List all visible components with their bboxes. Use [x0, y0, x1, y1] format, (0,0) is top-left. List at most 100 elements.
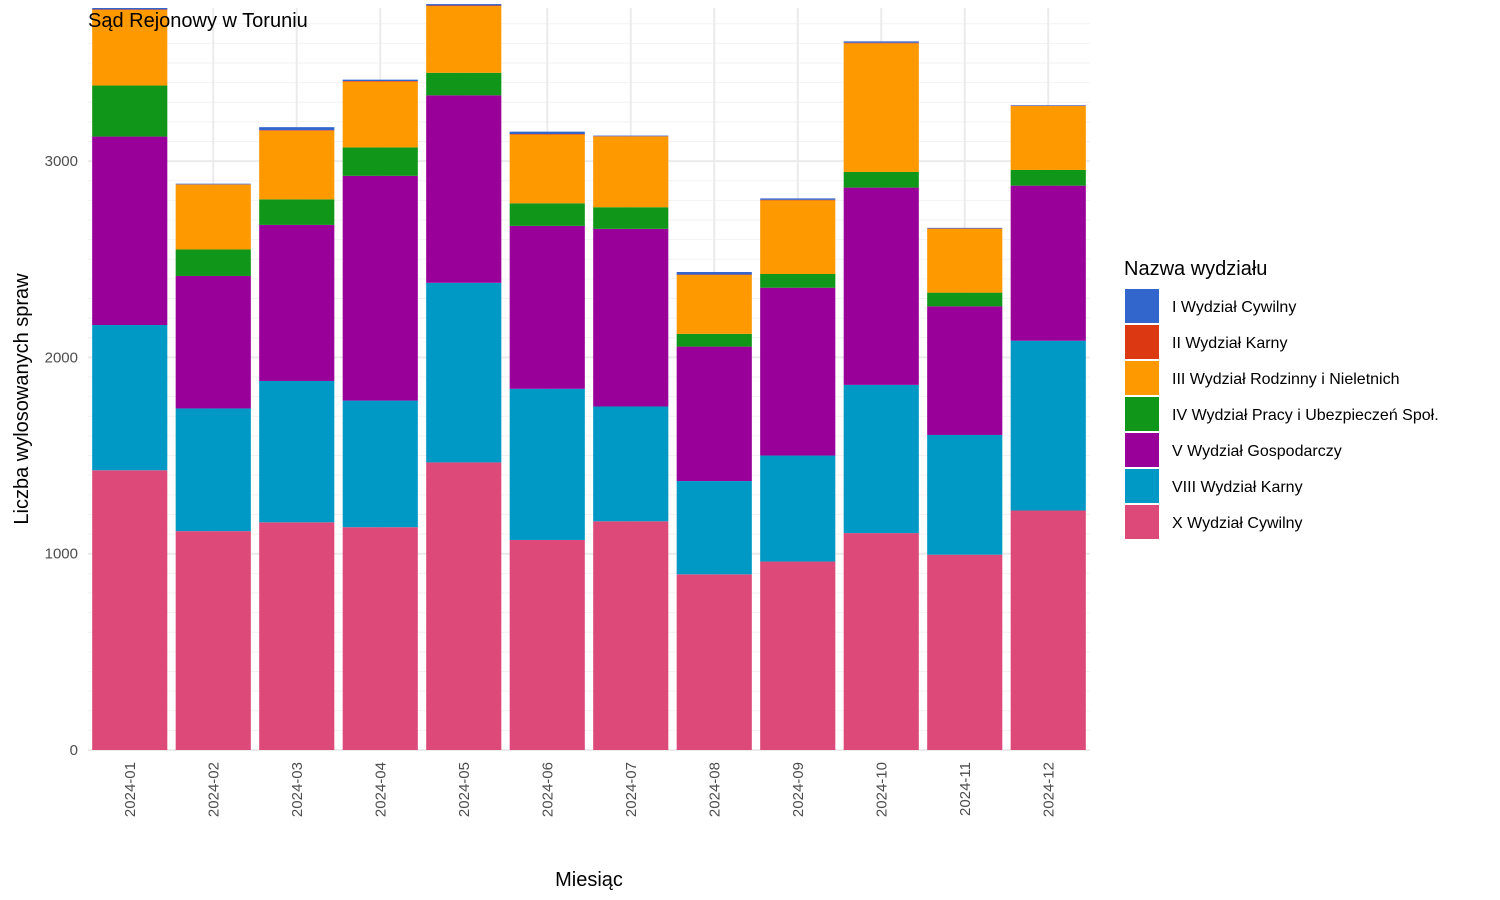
bar-segment	[509, 203, 585, 226]
legend-key	[1125, 433, 1159, 467]
bar-segment	[593, 136, 669, 208]
bar-segment	[259, 522, 335, 750]
bar-segment	[927, 434, 1003, 555]
bar-segment	[676, 481, 752, 575]
bar-segment	[175, 531, 251, 750]
bar-segment	[1010, 340, 1086, 511]
bar-segment	[259, 380, 335, 523]
bar-segment	[426, 5, 502, 7]
bar-segment	[1010, 169, 1086, 186]
bar-segment	[259, 130, 335, 200]
legend: Nazwa wydziału I Wydział Cywilny II Wydzi…	[1124, 258, 1439, 539]
legend-label: III Wydział Rodzinny i Nieletnich	[1172, 371, 1400, 388]
legend-title: Nazwa wydziału	[1124, 258, 1267, 280]
x-tick-label: 2024-07	[623, 762, 640, 817]
bar-segment	[509, 539, 585, 750]
bar-segment	[927, 554, 1003, 750]
bar-segment	[342, 81, 418, 82]
legend-key	[1125, 397, 1159, 431]
x-axis-title: Miesiąc	[555, 869, 623, 891]
bar-segment	[1010, 185, 1086, 341]
legend-key	[1125, 361, 1159, 395]
bar-segment	[760, 287, 836, 456]
bar-segment	[426, 72, 502, 96]
x-tick-label: 2024-03	[289, 762, 306, 817]
bar-segment	[760, 561, 836, 750]
bar-segment	[509, 134, 585, 204]
x-tick-label: 2024-01	[122, 762, 139, 817]
bar-segment	[509, 134, 585, 135]
x-axis-ticks: 2024-01 2024-02 2024-03 2024-04 2024-05 2024-…	[122, 762, 1058, 817]
bar-segment	[175, 408, 251, 532]
y-tick-label: 0	[70, 742, 78, 759]
bar-segment	[676, 574, 752, 750]
y-tick-label: 2000	[45, 349, 78, 366]
x-tick-label: 2024-06	[539, 762, 556, 817]
legend-label: II Wydział Karny	[1172, 335, 1287, 352]
bar-segment	[676, 274, 752, 334]
bar-segment	[509, 131, 585, 135]
bar-segment	[593, 228, 669, 407]
bars	[92, 4, 1086, 750]
bar-segment	[927, 306, 1003, 435]
bar-segment	[843, 384, 919, 534]
bar-segment	[1010, 105, 1086, 106]
legend-label: X Wydział Cywilny	[1172, 515, 1303, 532]
bar-segment	[342, 79, 418, 82]
bar-segment	[760, 200, 836, 274]
legend-key	[1125, 469, 1159, 503]
bar-segment	[1010, 106, 1086, 170]
bar-segment	[426, 462, 502, 750]
x-tick-label: 2024-05	[456, 762, 473, 817]
bar-segment	[593, 406, 669, 522]
bar-segment	[342, 527, 418, 750]
bar-segment	[259, 199, 335, 225]
bar-segment	[92, 325, 168, 471]
x-tick-label: 2024-10	[873, 762, 890, 817]
legend-key	[1125, 289, 1159, 323]
bar-segment	[509, 225, 585, 389]
bar-segment	[92, 9, 168, 86]
bar-segment	[92, 8, 168, 10]
legend-key	[1125, 505, 1159, 539]
bar-segment	[843, 533, 919, 750]
x-tick-label: 2024-11	[957, 762, 974, 816]
bar-segment	[760, 273, 836, 288]
y-tick-label: 3000	[45, 153, 78, 170]
bar-segment	[927, 292, 1003, 307]
legend-label: IV Wydział Pracy i Ubezpieczeń Społ.	[1172, 407, 1439, 424]
bar-segment	[426, 6, 502, 73]
bar-segment	[676, 333, 752, 347]
bar-segment	[92, 9, 168, 10]
bar-segment	[593, 135, 669, 137]
bar-segment	[509, 388, 585, 540]
bar-segment	[1010, 510, 1086, 750]
bar-segment	[175, 184, 251, 250]
bar-segment	[259, 224, 335, 381]
x-tick-label: 2024-02	[205, 762, 222, 817]
bar-segment	[426, 282, 502, 463]
legend-label: V Wydział Gospodarczy	[1172, 443, 1342, 460]
bar-segment	[92, 470, 168, 750]
x-tick-label: 2024-12	[1040, 762, 1057, 817]
bar-segment	[760, 199, 836, 201]
bar-segment	[593, 207, 669, 229]
bar-segment	[593, 521, 669, 750]
legend-key	[1125, 325, 1159, 359]
legend-label: VIII Wydział Karny	[1172, 479, 1303, 496]
y-tick-label: 1000	[45, 546, 78, 563]
bar-segment	[426, 95, 502, 283]
bar-segment	[259, 127, 335, 131]
bar-segment	[843, 42, 919, 44]
bar-segment	[92, 136, 168, 326]
x-tick-label: 2024-04	[372, 762, 389, 817]
y-axis-title: Liczba wylosowanych spraw	[11, 273, 33, 525]
bar-segment	[342, 147, 418, 176]
x-tick-label: 2024-09	[790, 762, 807, 817]
bar-segment	[342, 400, 418, 528]
bar-segment	[843, 187, 919, 385]
bar-segment	[259, 130, 335, 131]
legend-label: I Wydział Cywilny	[1172, 299, 1296, 316]
bar-segment	[426, 4, 502, 6]
